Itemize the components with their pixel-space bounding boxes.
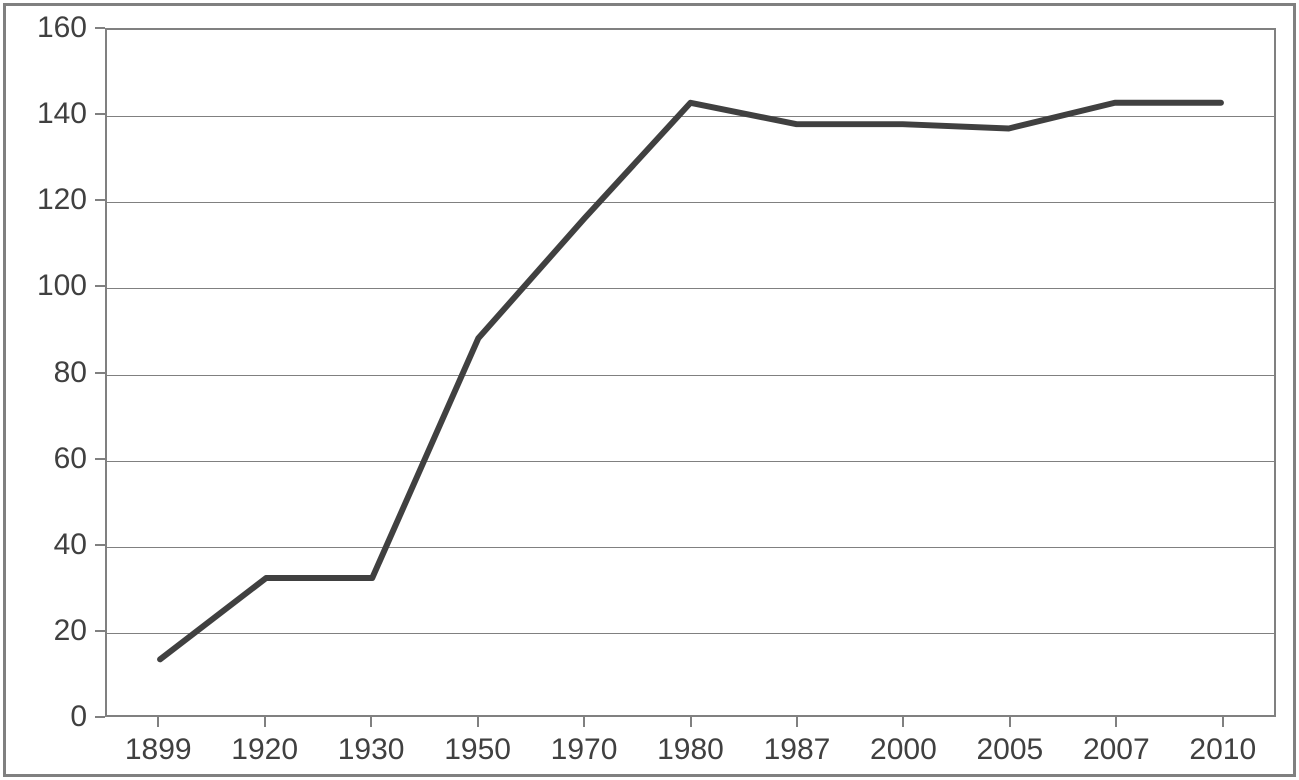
x-axis-tick-label: 1899 xyxy=(125,733,192,767)
y-axis-tick-label: 120 xyxy=(37,183,87,217)
x-axis-tick-label: 2000 xyxy=(870,733,937,767)
x-axis-tickmark xyxy=(370,717,372,727)
x-axis-tick-label: 2010 xyxy=(1189,733,1256,767)
y-axis-tick-label: 0 xyxy=(70,700,87,734)
line-chart: 0 20 40 60 80 100 120 140 160 1899 1920 1930 1950 19… xyxy=(0,0,1299,780)
x-axis-tick-label: 1980 xyxy=(657,733,724,767)
x-axis-tick-label: 1920 xyxy=(231,733,298,767)
x-axis-tickmark xyxy=(1115,717,1117,727)
x-axis-tickmark xyxy=(902,717,904,727)
x-axis-tick-label: 1930 xyxy=(338,733,405,767)
y-axis-tick-label: 40 xyxy=(54,528,87,562)
plot-area xyxy=(105,28,1276,717)
y-axis-tick-label: 160 xyxy=(37,11,87,45)
x-axis-tickmark xyxy=(690,717,692,727)
y-axis-tick-label: 20 xyxy=(54,614,87,648)
x-axis-tickmark xyxy=(1009,717,1011,727)
y-axis-tickmark xyxy=(95,630,105,632)
x-axis-tick-label: 1970 xyxy=(551,733,618,767)
x-axis-tickmark xyxy=(157,717,159,727)
x-axis-tick-label: 1987 xyxy=(764,733,831,767)
x-axis-tick-label: 2007 xyxy=(1083,733,1150,767)
y-axis-tickmark xyxy=(95,285,105,287)
x-axis-tick-label: 1950 xyxy=(444,733,511,767)
y-axis-tick-label: 60 xyxy=(54,442,87,476)
x-axis-tickmark xyxy=(264,717,266,727)
x-axis-tickmark xyxy=(477,717,479,727)
y-axis-tick-label: 140 xyxy=(37,97,87,131)
y-axis-tickmark xyxy=(95,27,105,29)
y-axis-tickmark xyxy=(95,113,105,115)
y-axis-tick-label: 100 xyxy=(37,269,87,303)
y-axis-tickmark xyxy=(95,199,105,201)
x-axis-tickmark xyxy=(583,717,585,727)
line-series xyxy=(160,103,1221,660)
x-axis-tick-label: 2005 xyxy=(976,733,1043,767)
y-axis-tick-label: 80 xyxy=(54,356,87,390)
x-axis-tickmark xyxy=(796,717,798,727)
y-axis-tickmark xyxy=(95,458,105,460)
y-axis-tickmark xyxy=(95,544,105,546)
x-axis-tickmark xyxy=(1222,717,1224,727)
y-axis-tickmark xyxy=(95,716,105,718)
y-axis-tickmark xyxy=(95,372,105,374)
line-series-svg xyxy=(107,30,1274,715)
